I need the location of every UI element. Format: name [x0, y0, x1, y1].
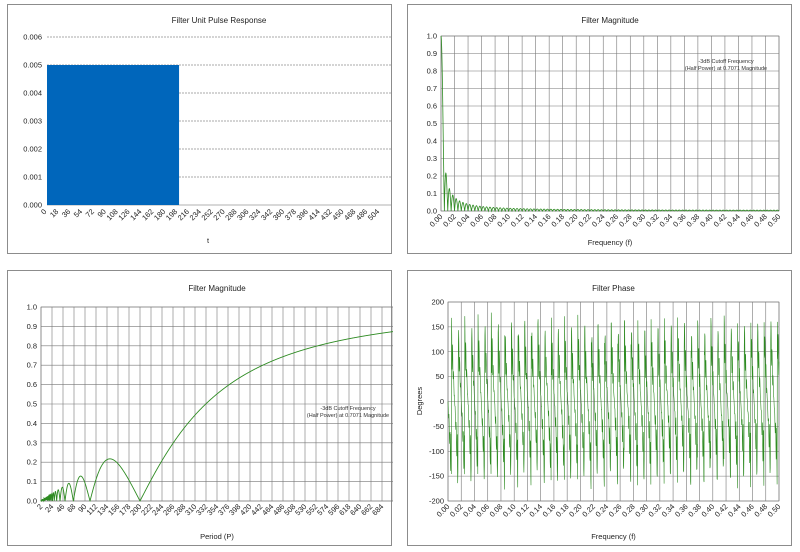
y-tick-label: 0.1	[427, 189, 437, 198]
y-tick-label: 0.9	[427, 49, 437, 58]
y-tick-label: 0.003	[23, 117, 42, 126]
x-tick-label: 504	[366, 207, 381, 222]
y-tick-label: 0.002	[23, 145, 42, 154]
chart-title: Filter Phase	[592, 284, 635, 293]
y-tick-label: 0.004	[23, 89, 42, 98]
x-axis-label: Frequency (f)	[588, 238, 633, 247]
phase-chart: Filter Phase 200 150 100 50 0 -50 -100 -150 -200 0…	[407, 270, 792, 546]
phase-line	[447, 312, 780, 490]
y-tick-label: 1.0	[427, 32, 437, 41]
x-tick-label: 0	[39, 207, 48, 216]
y-tick-label: 0.006	[23, 33, 42, 42]
y-tick-label: 0.3	[427, 154, 437, 163]
y-tick-label: -150	[429, 472, 444, 481]
magnitude-frequency-chart: Filter Magnitude 1.0 0.9 0.8 0.7 0.6 0.5 0.4 0.3…	[407, 4, 792, 254]
magnitude-period-svg: Filter Magnitude 1.0 0.9 0.8 0.7 0.6 0.5 0.4 0.3…	[27, 284, 393, 541]
y-tick-label: 0.6	[27, 380, 37, 389]
y-tick-label: 0.6	[427, 102, 437, 111]
x-axis-label: Period (P)	[200, 532, 234, 541]
magnitude-line	[440, 35, 780, 213]
y-tick-label: 50	[436, 372, 444, 381]
y-tick-label: 0.005	[23, 61, 42, 70]
pulse-response-chart: Filter Unit Pulse Response 0.006 0.005 0.00…	[7, 4, 392, 254]
y-tick-label: 0.2	[27, 458, 37, 467]
y-tick-label: -100	[429, 447, 444, 456]
y-tick-label: 0.001	[23, 173, 42, 182]
x-tick-label: 72	[84, 207, 96, 219]
plot-area	[40, 306, 393, 502]
x-tick-label: 0.50	[766, 212, 783, 229]
y-tick-label: 0.4	[427, 137, 437, 146]
chart-title: Filter Magnitude	[581, 16, 639, 25]
y-tick-label: 0.0	[427, 207, 437, 216]
x-tick-label: 0.50	[766, 502, 783, 519]
magnitude-line	[40, 331, 393, 503]
y-tick-label: 0.3	[27, 438, 37, 447]
cutoff-annotation-line1: -3dB Cutoff Frequency	[698, 59, 753, 65]
x-tick-label: 684	[370, 502, 385, 517]
y-tick-label: 0.8	[27, 341, 37, 350]
x-axis-label: t	[207, 236, 210, 245]
y-tick-label: 200	[431, 298, 444, 307]
y-tick-label: 100	[431, 347, 444, 356]
magnitude-frequency-svg: Filter Magnitude 1.0 0.9 0.8 0.7 0.6 0.5 0.4 0.3…	[427, 16, 783, 247]
y-tick-label: 0.7	[27, 361, 37, 370]
y-tick-label: 0.4	[27, 419, 37, 428]
y-axis-label: Degrees	[415, 387, 424, 416]
y-tick-label: 0.7	[427, 84, 437, 93]
chart-title: Filter Unit Pulse Response	[172, 16, 267, 25]
y-tick-label: 0.5	[427, 119, 437, 128]
cutoff-annotation-line2: (Half Power) at 0.7071 Magnitude	[685, 66, 767, 72]
y-tick-label: 150	[431, 322, 444, 331]
y-tick-label: -50	[433, 422, 444, 431]
y-tick-label: 0.1	[27, 477, 37, 486]
y-tick-label: 1.0	[27, 303, 37, 312]
y-tick-label: 0.9	[27, 322, 37, 331]
y-tick-label: 0.0	[27, 497, 37, 506]
x-tick-label: 54	[72, 207, 84, 219]
y-tick-label: 0.2	[427, 172, 437, 181]
cutoff-annotation-line2: (Half Power) at 0.7071 Magnitude	[307, 413, 389, 419]
x-tick-label: 2	[35, 502, 44, 511]
y-tick-label: 0	[440, 397, 444, 406]
magnitude-period-chart: Filter Magnitude 1.0 0.9 0.8 0.7 0.6 0.5 0.4 0.3…	[7, 270, 393, 546]
phase-svg: Filter Phase 200 150 100 50 0 -50 -100 -150 -200 0…	[415, 284, 783, 541]
pulse-response-svg: Filter Unit Pulse Response 0.006 0.005 0.00…	[23, 16, 391, 245]
y-tick-label: 0.000	[23, 201, 42, 210]
x-tick-label: 18	[48, 207, 60, 219]
y-tick-label: -200	[429, 497, 444, 506]
cutoff-annotation-line1: -3dB Cutoff Frequency	[320, 406, 375, 412]
y-tick-label: 0.8	[427, 67, 437, 76]
pulse-bar	[47, 65, 180, 205]
x-axis-label: Frequency (f)	[591, 532, 636, 541]
chart-title: Filter Magnitude	[188, 284, 246, 293]
y-tick-label: 0.5	[27, 400, 37, 409]
x-tick-label: 36	[60, 207, 72, 219]
